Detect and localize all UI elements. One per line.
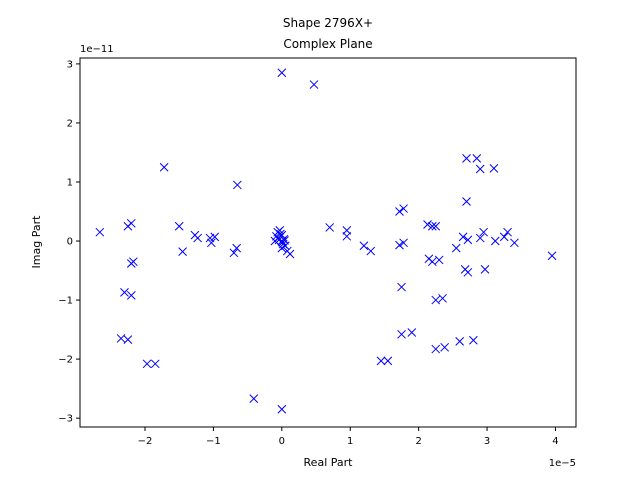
data-point	[427, 257, 437, 267]
y-tick-label: 3	[67, 59, 73, 70]
data-point	[469, 335, 478, 345]
data-point	[510, 238, 519, 248]
data-point	[366, 246, 376, 256]
chart-subtitle: Complex Plane	[283, 37, 372, 51]
data-point	[490, 236, 500, 246]
data-point	[120, 288, 129, 297]
data-point	[547, 251, 557, 261]
data-point	[407, 328, 417, 337]
data-point	[480, 265, 490, 274]
y-tick-label: −3	[58, 414, 73, 425]
data-point	[193, 233, 203, 243]
y-axis-label: Imag Part	[30, 215, 43, 269]
data-point	[232, 243, 242, 253]
data-point	[207, 238, 216, 248]
data-point	[438, 293, 447, 303]
data-point	[455, 337, 465, 346]
data-point	[503, 227, 512, 237]
data-point	[95, 227, 105, 237]
data-point	[159, 162, 169, 172]
y-tick-label: 1	[67, 177, 73, 188]
data-point	[309, 80, 319, 89]
data-point	[451, 243, 461, 253]
data-point	[463, 267, 473, 277]
y-tick-label: 2	[67, 118, 73, 129]
y-tick-label: 0	[67, 237, 73, 248]
data-point	[174, 221, 184, 231]
data-point	[232, 180, 242, 190]
data-point	[376, 356, 386, 366]
data-point	[434, 255, 444, 265]
data-point	[126, 290, 136, 300]
data-point	[277, 404, 287, 414]
data-point	[399, 238, 408, 248]
data-point	[395, 207, 404, 216]
x-tick-label: 0	[279, 436, 285, 447]
x-axis-offset-text: 1e−5	[549, 458, 576, 469]
data-point	[463, 235, 473, 245]
data-point	[359, 241, 369, 251]
y-axis-offset-text: 1e−11	[80, 44, 114, 55]
data-point	[462, 154, 471, 163]
data-point	[210, 232, 220, 242]
data-point	[475, 233, 485, 243]
x-tick-label: 2	[415, 436, 421, 447]
x-tick-label: −1	[206, 436, 221, 447]
x-tick-label: 4	[552, 436, 558, 447]
data-point	[129, 257, 138, 267]
data-point	[475, 164, 485, 174]
plot-area	[95, 68, 557, 414]
data-point	[342, 231, 352, 241]
data-point	[285, 249, 295, 259]
data-point	[458, 232, 468, 242]
x-tick-label: 1	[347, 436, 353, 447]
data-point	[427, 221, 437, 231]
x-axis: −2 −1 0 1 2 3 4	[138, 427, 559, 447]
data-point	[126, 218, 136, 228]
data-point	[277, 68, 287, 78]
data-point	[229, 248, 239, 258]
data-point	[249, 394, 259, 404]
data-point	[472, 154, 482, 163]
data-point	[142, 359, 152, 369]
data-point	[397, 282, 406, 292]
data-point	[489, 164, 499, 173]
data-point	[399, 204, 408, 213]
y-tick-label: −1	[58, 296, 73, 307]
data-point	[325, 223, 335, 232]
data-point	[499, 232, 509, 242]
data-point	[440, 342, 449, 352]
data-point	[178, 247, 187, 257]
data-point	[479, 227, 488, 237]
data-point	[395, 240, 404, 250]
x-tick-label: 3	[484, 436, 490, 447]
data-point	[462, 197, 471, 206]
y-tick-label: −2	[58, 355, 73, 366]
data-point	[273, 227, 283, 237]
x-tick-label: −2	[138, 436, 153, 447]
y-axis: −3 −2 −1 0 1 2 3	[58, 59, 80, 425]
x-axis-label: Real Part	[304, 456, 354, 469]
data-point	[150, 359, 160, 369]
data-point	[280, 236, 289, 245]
data-point	[431, 344, 441, 354]
data-point	[431, 221, 441, 231]
plot-frame	[79, 57, 577, 428]
data-point	[423, 220, 432, 229]
data-point	[431, 295, 441, 305]
data-point	[383, 356, 393, 366]
data-point	[116, 334, 126, 343]
data-point	[123, 335, 133, 344]
data-point	[397, 329, 406, 339]
chart-title: Shape 2796X+	[283, 16, 373, 30]
